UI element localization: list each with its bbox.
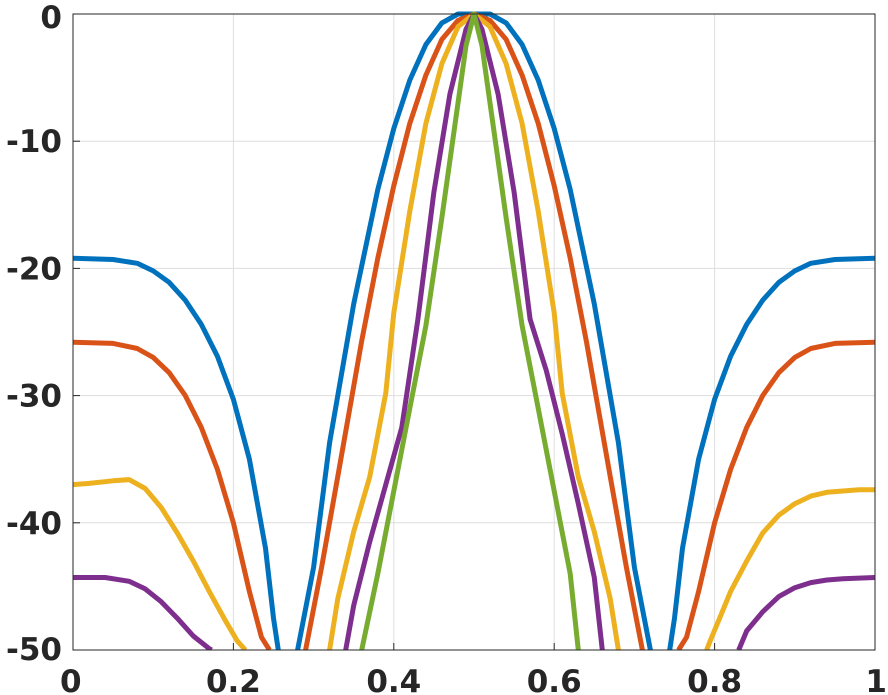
y-tick-label: -20 — [6, 251, 62, 287]
x-tick-label: 0 — [60, 664, 82, 695]
series-line-2 — [73, 339, 272, 650]
y-tick-label: -50 — [6, 632, 62, 668]
x-tick-label: 0.2 — [206, 664, 261, 695]
series-line-3 — [73, 477, 248, 650]
x-tick-label: 0.4 — [366, 664, 421, 695]
series-line-3 — [704, 487, 875, 650]
x-tick-label: 0.8 — [687, 664, 742, 695]
x-tick-label: 0.6 — [527, 664, 582, 695]
series-line-2 — [676, 339, 875, 650]
series-line-1 — [667, 255, 875, 650]
y-tick-label: 0 — [40, 0, 62, 36]
plot-frame — [72, 13, 876, 651]
y-tick-label: -10 — [6, 124, 62, 160]
tick-labels: 0 0.2 0.4 0.6 0.8 1 0 -10 -20 -30 -40 -50 — [6, 0, 887, 695]
y-tick-label: -30 — [6, 379, 62, 415]
series-line-1 — [73, 255, 281, 650]
x-tick-label: 1 — [865, 664, 887, 695]
series-line-4 — [736, 575, 875, 650]
series-line-3 — [327, 11, 621, 650]
y-tick-label: -40 — [6, 506, 62, 542]
grid-lines — [72, 13, 876, 651]
series-line-4 — [73, 575, 213, 650]
series-line-4 — [343, 11, 605, 650]
series-group — [73, 11, 875, 650]
